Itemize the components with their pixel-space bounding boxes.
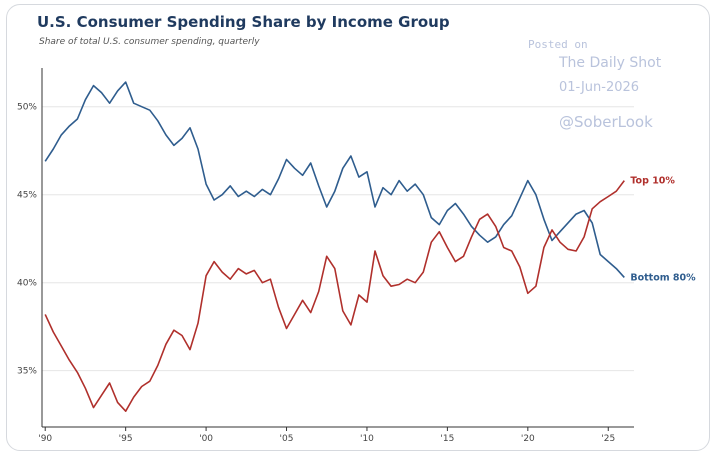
x-tick-label: '10	[360, 434, 374, 444]
watermark-handle: @SoberLook	[559, 113, 653, 131]
x-tick-label: '00	[199, 434, 213, 444]
series-label-top-10: Top 10%	[630, 176, 675, 187]
y-tick-label: 40%	[17, 279, 37, 289]
chart-subtitle: Share of total U.S. consumer spending, q…	[39, 37, 260, 47]
x-tick-label: '90	[38, 434, 52, 444]
y-tick-label: 50%	[17, 103, 37, 113]
x-tick-label: '95	[119, 434, 133, 444]
watermark-source: The Daily Shot	[559, 55, 662, 71]
chart-title: U.S. Consumer Spending Share by Income G…	[37, 13, 450, 31]
x-tick-label: '05	[280, 434, 294, 444]
watermark-posted-on: Posted on	[528, 38, 588, 51]
watermark-date: 01-Jun-2026	[559, 80, 640, 95]
x-tick-label: '20	[521, 434, 535, 444]
series-line-bottom-80	[44, 81, 625, 278]
x-tick-label: '15	[440, 434, 454, 444]
x-tick-label: '25	[601, 434, 615, 444]
series-label-bottom-80: Bottom 80%	[630, 272, 696, 283]
y-tick-label: 45%	[17, 191, 37, 201]
series-line-top-10	[44, 180, 625, 412]
y-tick-label: 35%	[17, 367, 37, 377]
